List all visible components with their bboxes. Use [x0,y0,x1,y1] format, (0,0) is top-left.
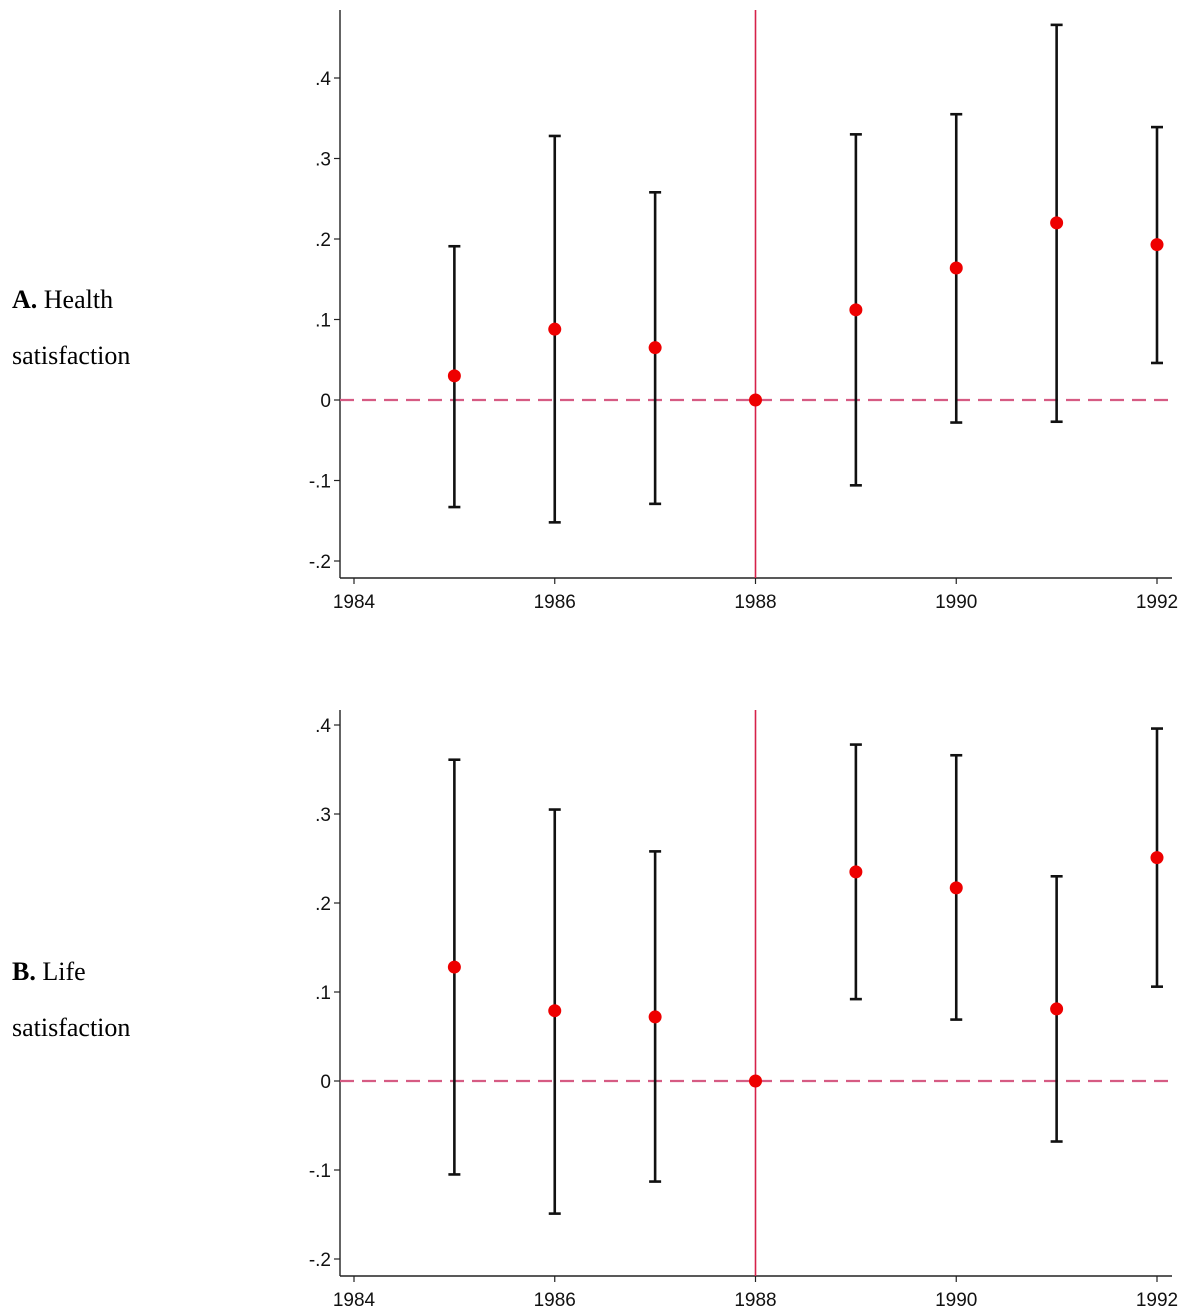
panel-b-x-tick-label: 1984 [333,1290,376,1311]
panel-b-point [447,960,461,974]
panel-b-y-tick-label: .4 [315,716,331,737]
panel-b-point [949,881,963,895]
panel-a-y-tick-label: .4 [315,69,331,90]
panel-a-point [648,341,662,355]
panel-a-label-line1: Health [43,285,114,314]
panel-b-label-line1: Life [42,957,86,986]
panel-a-point [749,393,762,407]
panel-b-label-line2: satisfaction [12,1013,131,1042]
panel-b-point [548,1004,562,1018]
panel-b-y-tick-label: .3 [315,805,331,826]
panel-a-x-tick-label: 1992 [1136,592,1178,613]
panel-b-y-tick-label: 0 [320,1072,331,1093]
panel-b-point [648,1010,662,1024]
panel-b-label: B. Life satisfaction [12,944,212,1056]
panel-b-y-tick-label: .2 [315,894,331,915]
panel-a-y-tick-label: -.1 [309,472,331,493]
panel-b-y-tick-label: -.1 [309,1161,331,1182]
panel-a-y-tick-label: -.2 [309,552,331,573]
panel-b-letter: B. [12,957,36,986]
panel-a-y-tick-label: .3 [315,150,331,171]
panel-a-label-line2: satisfaction [12,341,131,370]
panel-b-x-tick-label: 1992 [1136,1290,1178,1311]
panel-b-point [1150,851,1164,865]
panel-b-point [1050,1002,1064,1016]
panel-a-x-tick-label: 1986 [534,592,576,613]
panel-a-label: A. Health satisfaction [12,272,212,384]
panel-a-point [1050,216,1064,230]
panel-b-point [849,865,863,879]
panel-a-point [447,369,461,383]
panel-a-point [1150,238,1164,252]
panel-a-y-tick-label: 0 [320,391,331,412]
panel-a-x-tick-label: 1984 [333,592,376,613]
panel-b-y-tick-label: .1 [315,983,331,1004]
panel-a-y-tick-label: .2 [315,230,331,251]
panel-a-x-tick-label: 1990 [935,592,977,613]
panel-b-x-tick-label: 1988 [734,1290,776,1311]
panel-a-letter: A. [12,285,38,314]
panel-b-y-tick-label: -.2 [309,1250,331,1271]
panel-b-x-tick-label: 1990 [935,1290,977,1311]
panel-a-y-tick-label: .1 [315,311,331,332]
panel-b-point [749,1074,762,1088]
panel-a-point [949,261,963,275]
panel-b-x-tick-label: 1986 [534,1290,576,1311]
panel-a-point [849,303,863,317]
panel-a-point [548,322,562,336]
panel-a-x-tick-label: 1988 [734,592,776,613]
